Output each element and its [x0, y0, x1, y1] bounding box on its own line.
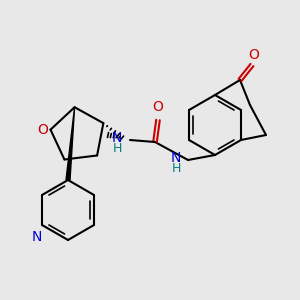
Text: N: N	[32, 230, 42, 244]
Text: N: N	[112, 131, 122, 145]
Text: H: H	[172, 161, 181, 175]
Text: O: O	[153, 100, 164, 114]
Text: N: N	[171, 151, 181, 165]
Text: O: O	[37, 123, 48, 137]
Text: H: H	[112, 142, 122, 154]
Text: O: O	[249, 48, 260, 62]
Polygon shape	[66, 107, 75, 180]
